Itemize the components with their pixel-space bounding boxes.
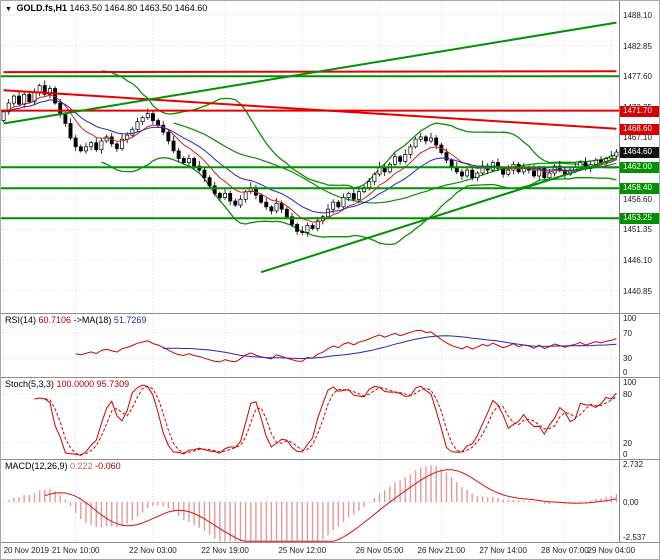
symbol-dropdown-arrow-icon[interactable]: ▼ (5, 6, 12, 13)
time-label: 22 Nov 19:00 (201, 546, 249, 555)
price-chart-panel: ▼ GOLD.fs,H1 1463.50 1464.80 1463.50 146… (1, 1, 659, 313)
time-label: 27 Nov 14:00 (479, 546, 527, 555)
indicator-tick-label: 70 (623, 328, 632, 338)
ohlc-open: 1463.50 (69, 3, 103, 13)
price-tick-label: 1451.35 (623, 225, 652, 235)
price-level-badge: 1462.00 (620, 162, 659, 174)
indicator-tick-label: -2.537 (623, 533, 646, 542)
price-level-badge: 1458.40 (620, 183, 659, 195)
stochastic-chart[interactable] (1, 378, 619, 459)
stochastic-panel: Stoch(5,3,3) 100.0000 95.7309 100 80 20 0 (1, 378, 659, 459)
rsi-ma-name: ->MA(18) (73, 315, 112, 325)
time-label: 21 Nov 10:00 (51, 546, 100, 555)
panel-separator[interactable] (1, 542, 659, 543)
stoch-value: 100.0000 (56, 379, 95, 389)
price-tick-label: 1467.10 (623, 133, 652, 143)
indicator-tick-label: 100 (623, 314, 637, 323)
symbol-timeframe-label: GOLD.fs,H1 (16, 3, 67, 13)
price-axis[interactable]: 1488.101482.851477.601472.351467.101461.… (619, 1, 659, 313)
price-level-badge: 1471.70 (620, 105, 659, 117)
macd-title: MACD(12,26,9) 0.222 -0.060 (5, 461, 121, 472)
indicator-tick-label: 0 (623, 450, 628, 459)
rsi-ma-value: 51.7269 (113, 315, 147, 325)
time-label: 26 Nov 05:00 (355, 546, 404, 555)
price-tick-label: 1482.85 (623, 41, 652, 51)
macd-panel: MACD(12,26,9) 0.222 -0.060 2.732 0.00 -2.5… (1, 460, 659, 542)
time-label: 20 Nov 2019 (3, 546, 49, 555)
panel-separator[interactable] (1, 313, 659, 314)
time-label: 25 Nov 12:00 (278, 546, 327, 555)
candlestick-chart[interactable] (1, 1, 619, 313)
price-tick-label: 1440.85 (623, 286, 652, 296)
price-tick-label: 1488.10 (623, 10, 652, 20)
rsi-axis[interactable]: 100 70 30 0 (619, 314, 659, 377)
indicator-tick-label: 0 (623, 368, 628, 377)
panel-separator[interactable] (1, 459, 659, 460)
indicator-tick-label: 0.00 (623, 498, 639, 508)
indicator-tick-label: 20 (623, 438, 632, 448)
panel-separator[interactable] (1, 377, 659, 378)
price-level-badge: 1453.25 (620, 213, 659, 225)
macd-chart[interactable] (1, 460, 619, 542)
ohlc-close: 1464.60 (174, 3, 208, 13)
indicator-tick-label: 80 (623, 390, 632, 400)
time-label: 22 Nov 03:00 (129, 546, 177, 555)
macd-axis[interactable]: 2.732 0.00 -2.537 (619, 460, 659, 542)
price-level-badge: 1464.60 (620, 147, 659, 159)
stoch-signal-value: 95.7309 (96, 379, 130, 389)
macd-value: 0.222 (70, 461, 93, 471)
rsi-title: RSI(14) 60.7106 ->MA(18) 51.7269 (5, 315, 146, 326)
stochastic-title: Stoch(5,3,3) 100.0000 95.7309 (5, 379, 129, 390)
macd-name: MACD(12,26,9) (5, 461, 68, 471)
stochastic-axis[interactable]: 100 80 20 0 (619, 378, 659, 459)
price-tick-label: 1456.60 (623, 194, 652, 204)
rsi-panel: RSI(14) 60.7106 ->MA(18) 51.7269 100 70 30… (1, 314, 659, 377)
rsi-chart[interactable] (1, 314, 619, 377)
ohlc-low: 1463.50 (139, 3, 173, 13)
ohlc-high: 1464.80 (104, 3, 138, 13)
rsi-name: RSI(14) (5, 315, 37, 325)
price-tick-label: 1446.10 (623, 255, 652, 265)
price-level-badge: 1468.60 (620, 123, 659, 135)
time-axis[interactable]: 20 Nov 2019 21 Nov 10:00 22 Nov 03:00 22 No… (1, 543, 659, 559)
rsi-value: 60.7106 (38, 315, 72, 325)
indicator-tick-label: 100 (623, 378, 637, 387)
price-tick-label: 1477.60 (623, 72, 652, 82)
indicator-tick-label: 30 (623, 354, 632, 364)
stoch-name: Stoch(5,3,3) (5, 379, 55, 389)
indicator-tick-label: 2.732 (623, 460, 644, 469)
macd-signal-value: -0.060 (95, 461, 121, 471)
time-label: 26 Nov 21:00 (417, 546, 466, 555)
chart-title: ▼ GOLD.fs,H1 1463.50 1464.80 1463.50 146… (5, 3, 207, 15)
time-label: 28 Nov 07:00 (541, 546, 589, 555)
time-label: 29 Nov 04:00 (587, 546, 636, 555)
